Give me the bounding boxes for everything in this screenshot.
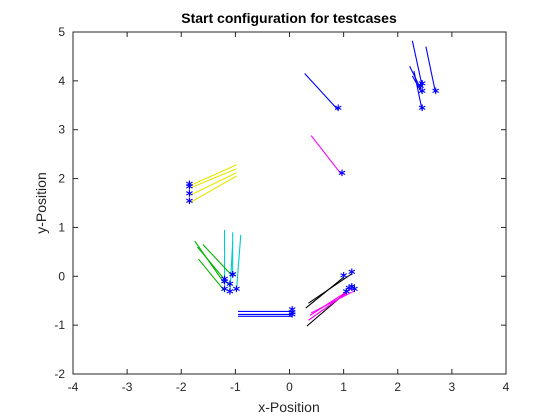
- y-axis-label: y-Position: [33, 172, 49, 233]
- series-line: [202, 244, 234, 277]
- data-point-marker: *: [229, 269, 237, 285]
- series-line: [235, 234, 242, 291]
- x-axis-label: x-Position: [258, 399, 319, 415]
- y-tick-label: 1: [58, 220, 65, 234]
- series-line: [411, 40, 423, 86]
- data-point-marker: *: [233, 284, 241, 300]
- series-layer: [189, 40, 437, 327]
- data-point-marker: *: [186, 181, 194, 197]
- series-line: [413, 70, 423, 111]
- data-point-marker: *: [335, 103, 343, 119]
- series-line: [309, 288, 353, 316]
- y-tick-label: 2: [58, 172, 65, 186]
- data-point-marker: *: [343, 286, 351, 302]
- data-point-marker: *: [418, 86, 426, 102]
- data-point-marker: *: [289, 304, 297, 320]
- data-point-marker: *: [221, 274, 229, 290]
- series-line: [189, 164, 237, 187]
- data-point-marker: *: [418, 79, 426, 95]
- x-tick-label: -3: [122, 380, 133, 394]
- x-tick-label: 2: [394, 380, 401, 394]
- series-line: [197, 246, 231, 287]
- y-tick-label: 5: [58, 25, 65, 39]
- series-line: [229, 242, 234, 294]
- x-tick-label: -4: [68, 380, 79, 394]
- x-tick-label: 1: [340, 380, 347, 394]
- ticks: -4 -3 -2 -1 0 1 2 3 4 -2 -1 0 1 2 3 4 5: [54, 25, 509, 394]
- series-line: [310, 290, 355, 314]
- data-point-marker: *: [338, 168, 346, 184]
- data-point-marker: *: [340, 270, 348, 286]
- data-point-marker: *: [226, 286, 234, 302]
- data-point-marker: *: [348, 267, 356, 283]
- series-line: [198, 258, 225, 292]
- marker-layer: **** ******** *********** *****: [186, 79, 440, 326]
- data-point-marker: *: [221, 284, 229, 300]
- data-point-marker: *: [418, 103, 426, 119]
- x-tick-label: 0: [286, 380, 293, 394]
- chart-title: Start configuration for testcases: [181, 10, 397, 26]
- series-line: [189, 168, 237, 189]
- data-point-marker: *: [186, 189, 194, 205]
- series-line: [304, 73, 339, 111]
- y-tick-label: 0: [58, 269, 65, 283]
- data-point-marker: *: [351, 284, 359, 300]
- data-point-marker: *: [229, 269, 237, 285]
- series-line: [425, 46, 437, 94]
- y-tick-label: 3: [58, 123, 65, 137]
- x-tick-label: -2: [176, 380, 187, 394]
- data-point-marker: *: [221, 277, 229, 293]
- plot-area: [73, 32, 506, 374]
- data-point-marker: *: [226, 279, 234, 295]
- data-point-marker: *: [186, 196, 194, 212]
- y-tick-label: 4: [58, 74, 65, 88]
- x-tick-label: 3: [449, 380, 456, 394]
- series-line: [189, 175, 237, 204]
- data-point-marker: *: [289, 309, 297, 325]
- data-point-marker: *: [289, 307, 297, 323]
- series-line: [310, 135, 343, 176]
- x-tick-label: -1: [230, 380, 241, 394]
- data-point-marker: *: [432, 86, 440, 102]
- data-point-marker: *: [417, 81, 425, 97]
- x-tick-label: 4: [503, 380, 510, 394]
- data-point-marker: *: [186, 179, 194, 195]
- data-point-marker: *: [345, 283, 353, 299]
- data-point-marker: *: [348, 282, 356, 298]
- y-tick-label: -2: [54, 367, 65, 381]
- series-line: [189, 172, 237, 197]
- y-tick-label: -1: [54, 318, 65, 332]
- series-line: [308, 273, 353, 304]
